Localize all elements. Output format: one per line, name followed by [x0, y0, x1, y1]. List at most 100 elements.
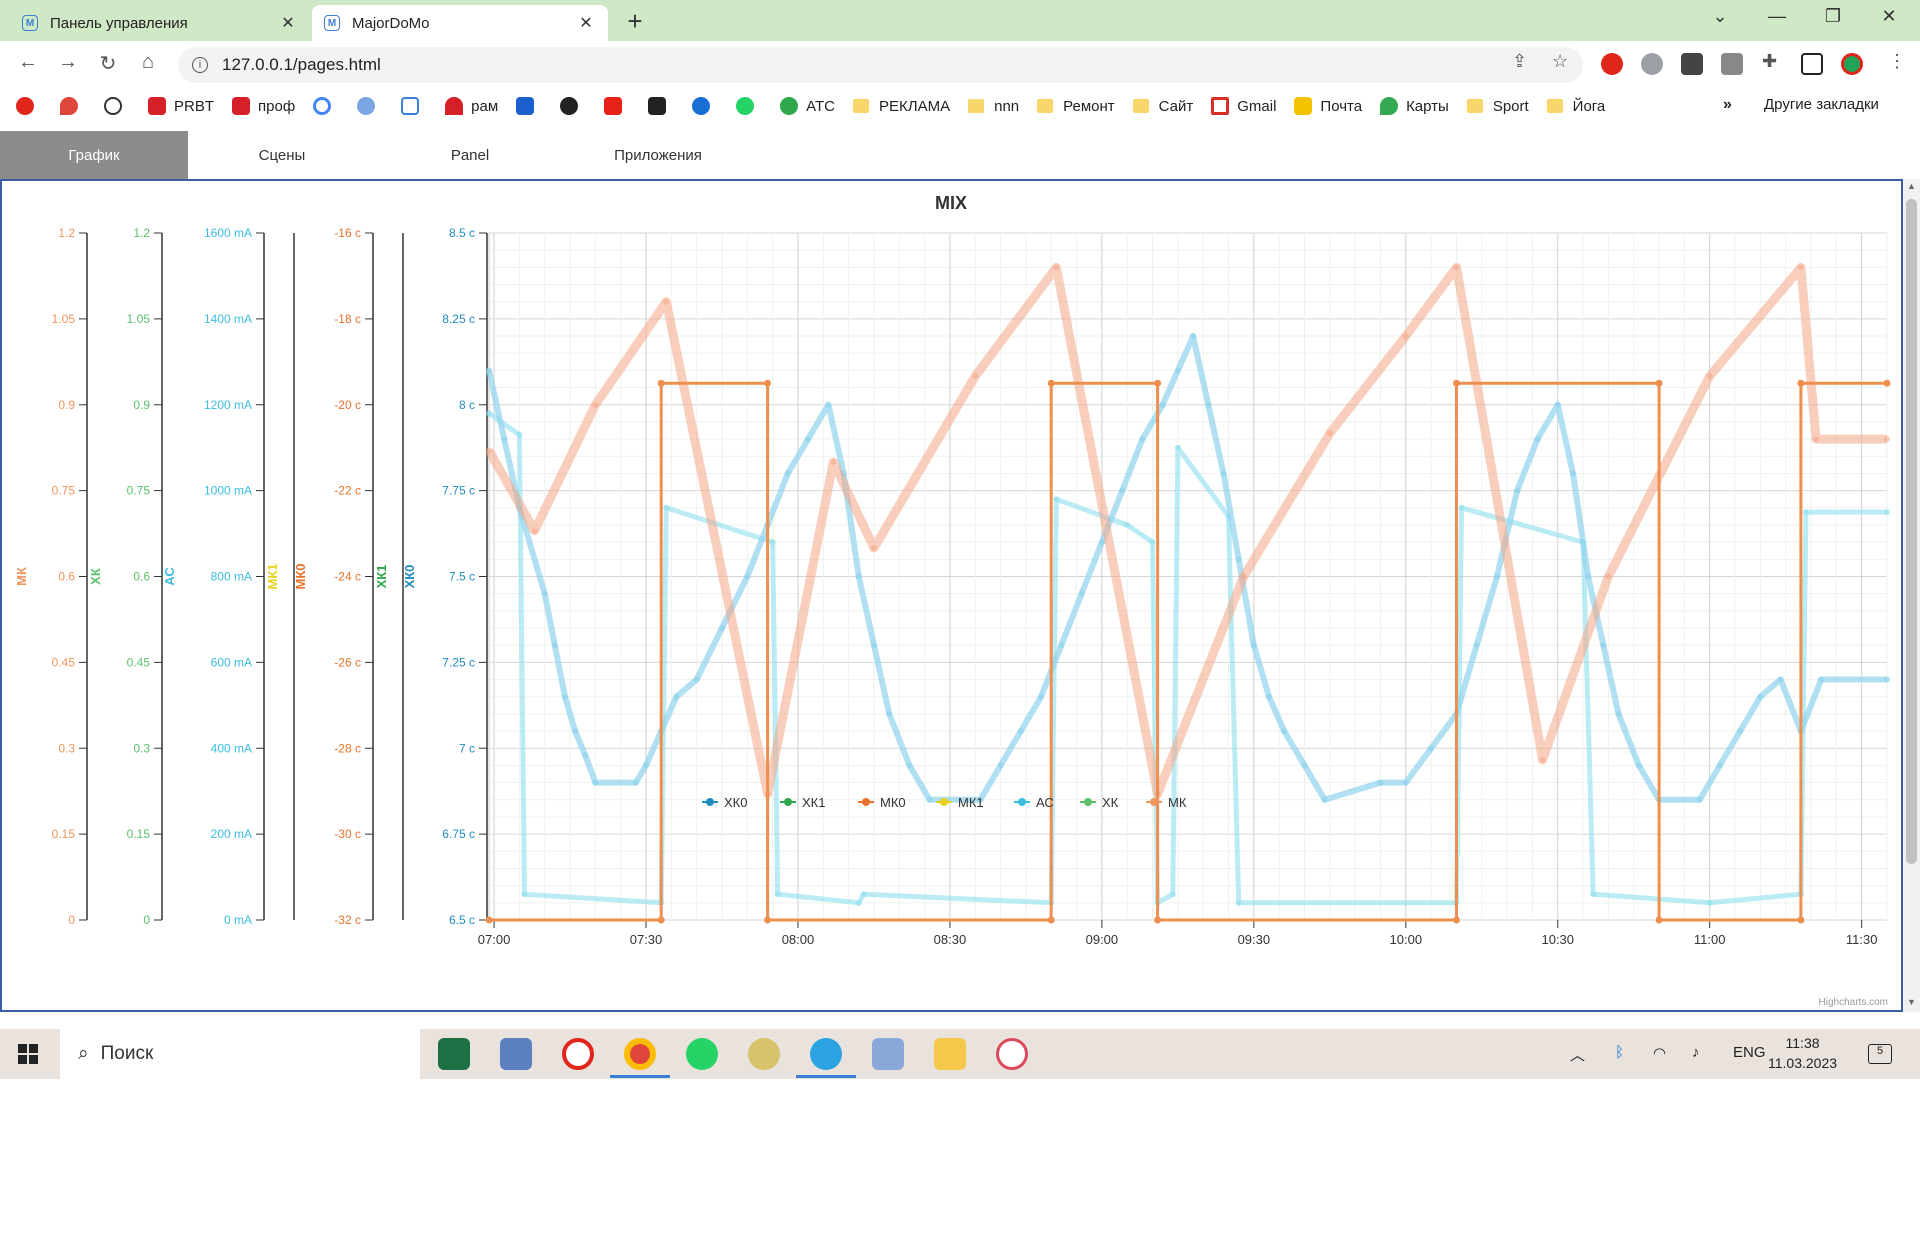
bookmark-star-icon[interactable]: ☆: [1552, 51, 1569, 71]
whatsapp-icon[interactable]: [686, 1038, 718, 1070]
majordomo-icon: [401, 97, 420, 115]
bookmark-pochta[interactable]: Почта: [1294, 97, 1362, 115]
bookmark-folder-yoga[interactable]: Йога: [1546, 98, 1605, 115]
excel-icon[interactable]: [438, 1038, 470, 1070]
new-tab-button[interactable]: +: [627, 6, 643, 36]
y-axis-title: МК: [14, 567, 29, 586]
url-text: 127.0.0.1/pages.html: [222, 55, 381, 74]
series-point-ХК0: [1250, 642, 1257, 649]
snipping-tool-icon[interactable]: [996, 1038, 1028, 1070]
bookmark-edge[interactable]: [692, 97, 718, 115]
bookmark-app[interactable]: [357, 97, 383, 115]
x-axis-tick-label: 09:30: [1238, 932, 1271, 947]
tab-panel[interactable]: Panel: [450, 146, 490, 164]
wifi-icon[interactable]: ◠: [1653, 1045, 1667, 1062]
bookmark-lock[interactable]: [648, 97, 674, 115]
profile-avatar[interactable]: [1841, 53, 1863, 75]
close-tab-icon[interactable]: ✕: [579, 15, 593, 32]
home-icon[interactable]: ⌂: [141, 51, 155, 73]
network-app-icon[interactable]: [500, 1038, 532, 1070]
scroll-up-arrow-icon[interactable]: ▲: [1907, 181, 1916, 191]
cast-extension-icon[interactable]: [1721, 53, 1743, 75]
series-point-ХК0: [855, 573, 862, 580]
taskbar-search[interactable]: ⌕ Поиск: [60, 1029, 420, 1079]
close-tab-icon[interactable]: ✕: [281, 15, 295, 32]
back-arrow-icon[interactable]: ←: [18, 51, 38, 73]
y-axis-tick-label: 7.5 с: [449, 570, 475, 584]
telegram-icon[interactable]: [810, 1038, 842, 1070]
reload-icon[interactable]: ↻: [99, 53, 117, 75]
series-point-МК: [1240, 573, 1247, 580]
bookmark-ram[interactable]: рам: [445, 97, 498, 115]
bookmark-mail[interactable]: [516, 97, 542, 115]
bookmark-folder-reklama[interactable]: РЕКЛАМА: [853, 98, 950, 115]
other-bookmarks-folder[interactable]: Другие закладки: [1764, 96, 1879, 113]
yandex-browser-icon[interactable]: [562, 1038, 594, 1070]
bookmark-folder-sport[interactable]: Sport: [1466, 98, 1529, 115]
tab-sceny[interactable]: Сцены: [258, 146, 306, 164]
globe-extension-icon[interactable]: [1641, 53, 1663, 75]
y-axis-tick-label: 1600 mA: [204, 226, 252, 240]
bookmark-prbt[interactable]: PRBT: [148, 97, 214, 115]
tray-chevron-up-icon[interactable]: ︿: [1570, 1047, 1586, 1064]
bookmark-folder-remont[interactable]: Ремонт: [1037, 98, 1115, 115]
bookmark-karty[interactable]: Карты: [1380, 97, 1449, 115]
bookmark-youtube[interactable]: [604, 97, 630, 115]
video-extension-icon[interactable]: [1681, 53, 1703, 75]
tab-prilozheniya[interactable]: Приложения: [614, 146, 702, 164]
bookmark-google[interactable]: [313, 97, 339, 115]
bookmark-maps-pin[interactable]: [60, 97, 86, 115]
share-icon[interactable]: ⇪: [1512, 51, 1528, 71]
game-app-icon[interactable]: [748, 1038, 780, 1070]
bookmarks-overflow-button[interactable]: »: [1723, 96, 1732, 113]
scroll-down-arrow-icon[interactable]: ▼: [1907, 997, 1916, 1007]
bookmark-folder-sait[interactable]: Сайт: [1132, 98, 1193, 115]
input-language[interactable]: ENG: [1733, 1044, 1766, 1061]
volume-icon[interactable]: ♪: [1692, 1044, 1700, 1061]
page-scrollbar[interactable]: ▲ ▼: [1903, 179, 1920, 1012]
series-point-МК: [1884, 436, 1890, 443]
extensions-puzzle-icon[interactable]: ✚: [1762, 51, 1778, 71]
site-info-icon[interactable]: i: [192, 57, 208, 73]
clock[interactable]: 11:38 11.03.2023: [1768, 1033, 1837, 1073]
bluetooth-icon[interactable]: ᛒ: [1615, 1044, 1625, 1061]
bookmark-ats[interactable]: АТС: [780, 97, 835, 115]
legend-item-label: ХК0: [724, 795, 747, 810]
bookmark-yandex[interactable]: [16, 97, 42, 115]
series-point-ХК0: [1377, 779, 1384, 786]
y-axis-tick-label: 0 mA: [224, 913, 252, 927]
bookmark-web[interactable]: [560, 97, 586, 115]
play-red-icon: [148, 97, 166, 115]
bookmark-t[interactable]: [104, 97, 130, 115]
mix-chart[interactable]: MIX 1.2 1.05 0.9 0.75 0.6 0.45 0.3 0.15 0 МК 1.2 1.0…: [2, 181, 1901, 1010]
browser-tab-majordomo[interactable]: M MajorDoMo ✕: [312, 5, 608, 41]
windows-start-icon[interactable]: [18, 1044, 38, 1064]
forward-arrow-icon[interactable]: →: [58, 51, 78, 73]
bookmark-majordomo[interactable]: [401, 97, 427, 115]
side-panel-icon[interactable]: [1801, 53, 1823, 75]
bookmark-folder-nnn[interactable]: nnn: [968, 98, 1019, 115]
notification-center-icon[interactable]: 5: [1868, 1044, 1892, 1064]
chrome-icon[interactable]: [624, 1038, 656, 1070]
series-point-ХК0: [1321, 796, 1328, 803]
minimize-icon[interactable]: —: [1768, 6, 1786, 26]
bookmark-label: Карты: [1406, 97, 1449, 115]
restore-icon[interactable]: ❐: [1824, 6, 1842, 26]
opera-extension-icon[interactable]: [1601, 53, 1623, 75]
series-point-ХК0: [1585, 573, 1592, 580]
close-window-icon[interactable]: ✕: [1881, 6, 1897, 26]
browser-menu-icon[interactable]: ⋮: [1888, 51, 1906, 71]
x-axis-tick-label: 11:00: [1694, 932, 1726, 947]
tab-search-chevron-icon[interactable]: ⌄: [1712, 6, 1728, 26]
scrollbar-thumb[interactable]: [1906, 199, 1917, 864]
bookmark-gmail[interactable]: Gmail: [1211, 97, 1276, 115]
remote-desktop-icon[interactable]: [872, 1038, 904, 1070]
address-bar[interactable]: i 127.0.0.1/pages.html: [178, 47, 1583, 83]
bookmark-whatsapp[interactable]: [736, 97, 762, 115]
file-explorer-icon[interactable]: [934, 1038, 966, 1070]
bookmark-prof[interactable]: проф: [232, 97, 295, 115]
tab-grafik[interactable]: График: [0, 131, 188, 179]
browser-tab-control-panel[interactable]: M Панель управления ✕: [10, 5, 310, 41]
map-pin-icon: [60, 97, 78, 115]
x-axis-tick-label: 08:30: [934, 932, 967, 947]
